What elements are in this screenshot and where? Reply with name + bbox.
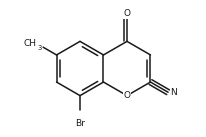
Text: 3: 3 [38, 45, 42, 51]
Text: N: N [170, 88, 176, 97]
Text: O: O [123, 9, 130, 18]
Text: O: O [123, 91, 130, 100]
Text: Br: Br [75, 119, 84, 128]
Text: CH: CH [23, 39, 36, 48]
